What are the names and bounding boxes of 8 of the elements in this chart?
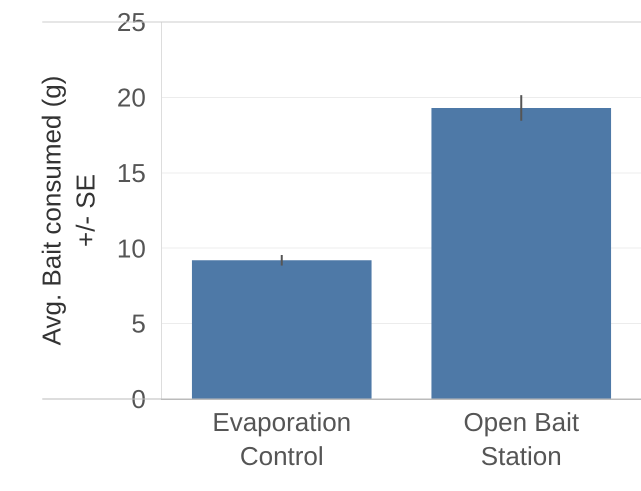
y-tick-label: 5 (131, 308, 146, 339)
x-tick-label: Open Bait Station (463, 407, 580, 471)
x-tick-label: Evaporation Control (212, 407, 352, 471)
y-tick-label: 10 (116, 233, 146, 264)
y-tick-label: 15 (116, 158, 146, 188)
y-axis-title: Avg. Bait consumed (g) +/- SE (36, 76, 100, 346)
y-tick-label: 0 (131, 384, 146, 414)
y-tick-label: 20 (116, 82, 146, 112)
